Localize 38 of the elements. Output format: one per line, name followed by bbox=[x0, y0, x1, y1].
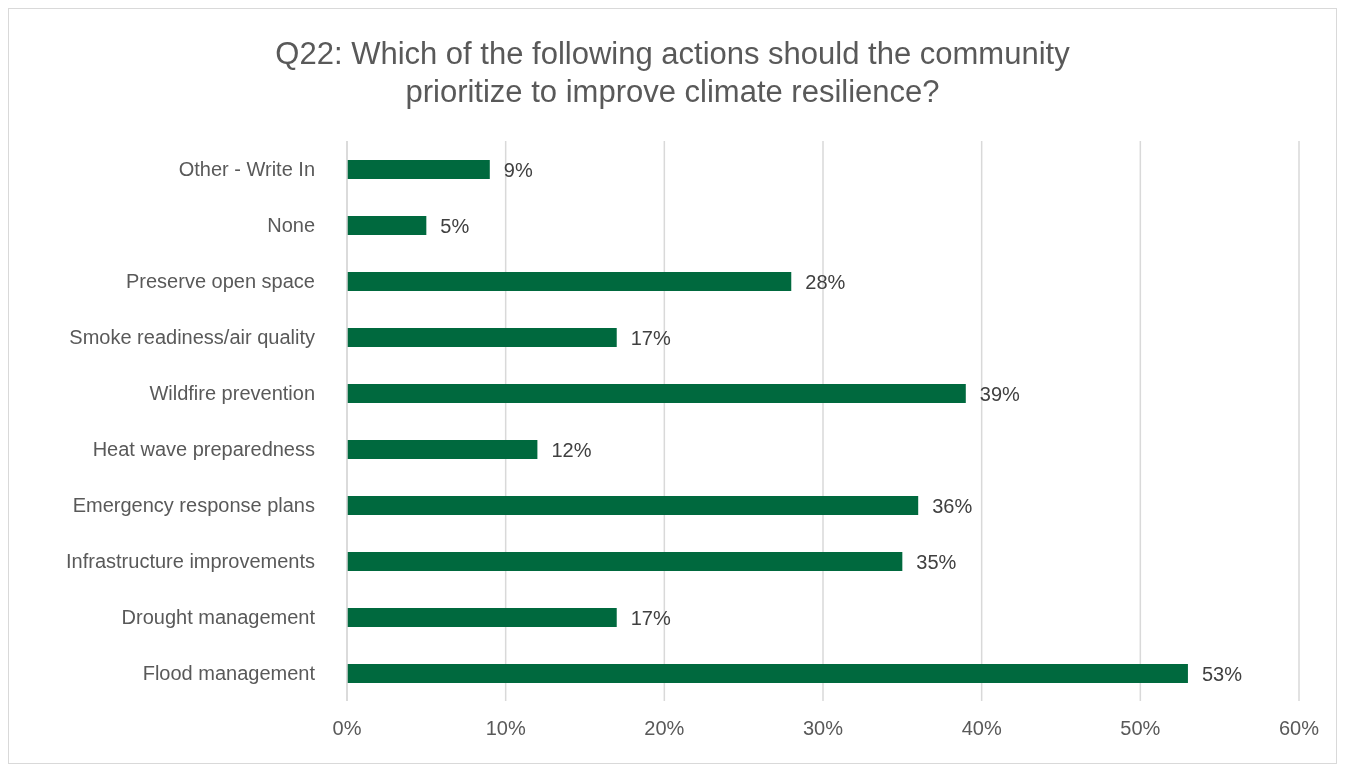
chart-title: Q22: Which of the following actions should the community prioritize to improve climate resilience? bbox=[274, 35, 1071, 111]
bar bbox=[347, 272, 792, 291]
bar bbox=[347, 216, 427, 235]
bar bbox=[347, 160, 490, 179]
y-tick-label: Other - Write In bbox=[178, 158, 315, 181]
y-tick-label: Preserve open space bbox=[125, 270, 315, 293]
data-label: 35% bbox=[916, 550, 957, 573]
x-tick-label: 0% bbox=[332, 717, 362, 740]
data-label: 5% bbox=[440, 214, 470, 237]
x-tick-label: 10% bbox=[485, 717, 526, 740]
x-tick-label: 40% bbox=[961, 717, 1002, 740]
y-tick-label: Infrastructure improvements bbox=[66, 550, 315, 573]
bar bbox=[347, 384, 966, 403]
bar bbox=[347, 496, 919, 515]
bar bbox=[347, 440, 538, 459]
data-label: 9% bbox=[503, 158, 533, 181]
data-label: 17% bbox=[630, 606, 671, 629]
y-tick-label: Smoke readiness/air quality bbox=[69, 326, 315, 349]
data-label: 28% bbox=[805, 270, 846, 293]
bar bbox=[347, 664, 1188, 683]
data-label: 36% bbox=[932, 494, 973, 517]
x-tick-label: 60% bbox=[1278, 717, 1320, 740]
bar bbox=[347, 552, 903, 571]
data-label: 39% bbox=[979, 382, 1021, 405]
x-tick-label: 20% bbox=[644, 717, 685, 740]
data-label: 12% bbox=[551, 438, 592, 461]
bar bbox=[347, 608, 617, 627]
x-tick-label: 50% bbox=[1120, 717, 1161, 740]
y-tick-label: Heat wave preparedness bbox=[92, 438, 315, 461]
y-tick-label: Flood management bbox=[142, 662, 316, 685]
y-tick-label: Wildfire prevention bbox=[149, 382, 315, 405]
y-tick-label: Drought management bbox=[121, 606, 316, 629]
x-tick-label: 30% bbox=[802, 717, 844, 740]
data-label: 53% bbox=[1201, 662, 1243, 685]
y-tick-label: None bbox=[267, 214, 315, 237]
y-tick-label: Emergency response plans bbox=[72, 494, 315, 517]
data-label: 17% bbox=[630, 326, 671, 349]
bar bbox=[347, 328, 617, 347]
